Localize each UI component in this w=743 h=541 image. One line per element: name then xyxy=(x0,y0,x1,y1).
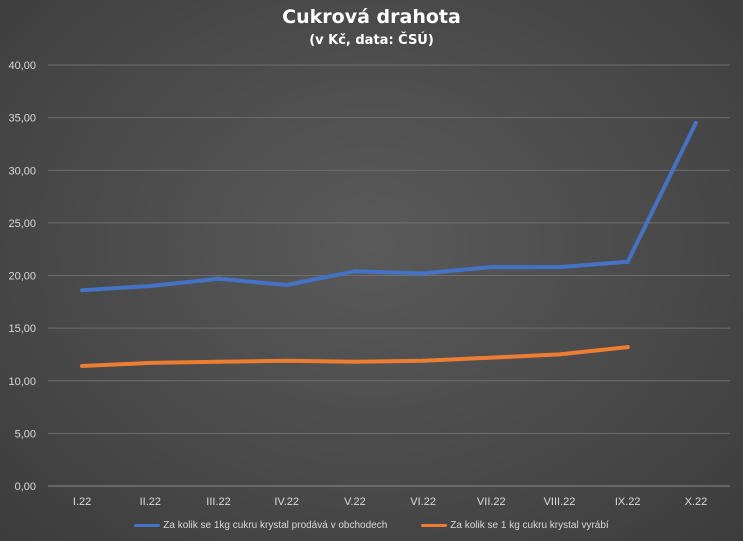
legend-item-retail: Za kolik se 1kg cukru krystal prodává v … xyxy=(134,520,387,531)
legend-label-production: Za kolik se 1 kg cukru krystal vyrábí xyxy=(450,520,609,531)
legend-swatch-retail xyxy=(134,524,161,527)
data-point-1 xyxy=(489,355,494,360)
chart-legend: Za kolik se 1kg cukru krystal prodává v … xyxy=(0,520,743,531)
y-tick-label: 30,00 xyxy=(8,165,36,177)
data-point-1 xyxy=(284,358,289,363)
y-tick-label: 25,00 xyxy=(8,218,36,230)
x-tick-label: IX.22 xyxy=(615,496,641,508)
series-line-0 xyxy=(80,120,698,293)
data-point-1 xyxy=(148,360,153,365)
data-point-0 xyxy=(216,276,221,281)
chart-title: Cukrová drahota xyxy=(282,6,461,28)
y-tick-label: 5,00 xyxy=(15,428,36,440)
y-tick-label: 0,00 xyxy=(15,481,36,493)
x-tick-label: X.22 xyxy=(685,496,708,508)
y-tick-label: 20,00 xyxy=(8,271,36,283)
legend-label-retail: Za kolik se 1kg cukru krystal prodává v … xyxy=(163,520,388,531)
data-point-0 xyxy=(693,120,698,125)
x-tick-label: VII.22 xyxy=(477,496,506,508)
x-tick-label: III.22 xyxy=(206,496,230,508)
data-point-0 xyxy=(80,288,85,293)
data-point-1 xyxy=(80,364,85,369)
data-point-0 xyxy=(284,282,289,287)
data-point-0 xyxy=(489,265,494,270)
x-tick-label: II.22 xyxy=(140,496,161,508)
legend-swatch-production xyxy=(421,524,448,527)
legend-item-production: Za kolik se 1 kg cukru krystal vyrábí xyxy=(421,520,609,531)
data-point-0 xyxy=(557,265,562,270)
y-tick-label: 15,00 xyxy=(8,323,36,335)
y-tick-label: 10,00 xyxy=(8,376,36,388)
x-tick-label: V.22 xyxy=(344,496,366,508)
y-tick-label: 35,00 xyxy=(8,113,36,125)
data-point-0 xyxy=(625,259,630,264)
data-point-0 xyxy=(421,271,426,276)
x-tick-label: I.22 xyxy=(73,496,91,508)
data-point-1 xyxy=(352,359,357,364)
data-point-1 xyxy=(216,359,221,364)
data-point-0 xyxy=(148,284,153,289)
x-tick-label: IV.22 xyxy=(274,496,299,508)
data-point-1 xyxy=(557,352,562,357)
data-point-1 xyxy=(625,345,630,350)
chart-subtitle: (v Kč, data: ČSÚ) xyxy=(309,33,434,48)
x-tick-label: VIII.22 xyxy=(544,496,576,508)
x-tick-label: VI.22 xyxy=(410,496,436,508)
data-point-0 xyxy=(352,269,357,274)
y-tick-label: 40,00 xyxy=(8,60,36,72)
data-point-1 xyxy=(421,358,426,363)
